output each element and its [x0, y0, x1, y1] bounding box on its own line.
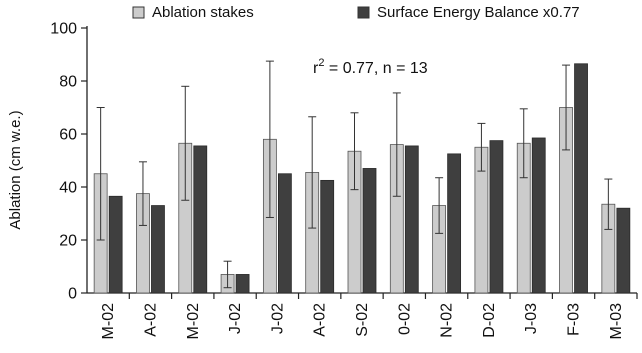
x-tick-label-3: J-02 [227, 303, 244, 334]
y-axis-title: Ablation (cm w.e.) [7, 110, 24, 229]
y-tick-label-100: 100 [50, 21, 77, 38]
bar-surface-energy-balance-11 [574, 63, 588, 294]
y-tick-label-40: 40 [59, 180, 77, 197]
x-tick-label-10: J-03 [523, 303, 540, 334]
x-tick-label-9: D-02 [481, 303, 498, 338]
bar-surface-energy-balance-5 [320, 179, 335, 294]
bar-surface-energy-balance-4 [277, 173, 292, 294]
x-tick-label-12: M-03 [608, 303, 625, 340]
x-tick-label-11: F-03 [566, 303, 583, 336]
legend-label-surface-energy-balance: Surface Energy Balance x0.77 [377, 4, 580, 21]
bar-surface-energy-balance-2 [193, 145, 208, 294]
bar-surface-energy-balance-8 [447, 153, 462, 294]
plot-area: 0 20 40 60 80 100 M-02 A-02 M-02 J-02 J-02 A-02 S-02… [50, 21, 638, 340]
annotation-r: r [313, 60, 319, 77]
x-tick-label-1: A-02 [142, 303, 159, 337]
legend: Ablation stakes Surface Energy Balance x… [132, 4, 580, 21]
x-tick-label-7: 0-02 [396, 303, 413, 335]
bar-surface-energy-balance-3 [235, 274, 250, 294]
y-tick-label-20: 20 [59, 233, 77, 250]
y-tick-label-0: 0 [68, 286, 77, 303]
x-tick-label-6: S-02 [354, 303, 371, 337]
legend-label-ablation-stakes: Ablation stakes [152, 4, 254, 21]
bar-surface-energy-balance-7 [404, 145, 419, 294]
bar-surface-energy-balance-9 [489, 140, 504, 294]
y-tick-label-60: 60 [59, 127, 77, 144]
annotation-superscript: 2 [318, 57, 324, 69]
x-tick-label-2: M-02 [185, 303, 202, 340]
x-tick-label-8: N-02 [439, 303, 456, 338]
annotation-rest: = 0.77, n = 13 [324, 60, 427, 77]
bar-surface-energy-balance-0 [108, 195, 123, 294]
bar-surface-energy-balance-10 [531, 137, 546, 294]
x-tick-label-0: M-02 [100, 303, 117, 340]
bar-surface-energy-balance-1 [151, 205, 165, 294]
y-tick-label-80: 80 [59, 74, 77, 91]
x-tick-label-5: A-02 [312, 303, 329, 337]
legend-swatch-ablation-stakes [132, 6, 145, 19]
bar-surface-energy-balance-12 [616, 207, 631, 294]
bar-surface-energy-balance-6 [362, 168, 377, 294]
legend-swatch-surface-energy-balance [357, 6, 370, 19]
x-tick-label-4: J-02 [269, 303, 286, 334]
correlation-annotation: r2 = 0.77, n = 13 [313, 57, 428, 77]
